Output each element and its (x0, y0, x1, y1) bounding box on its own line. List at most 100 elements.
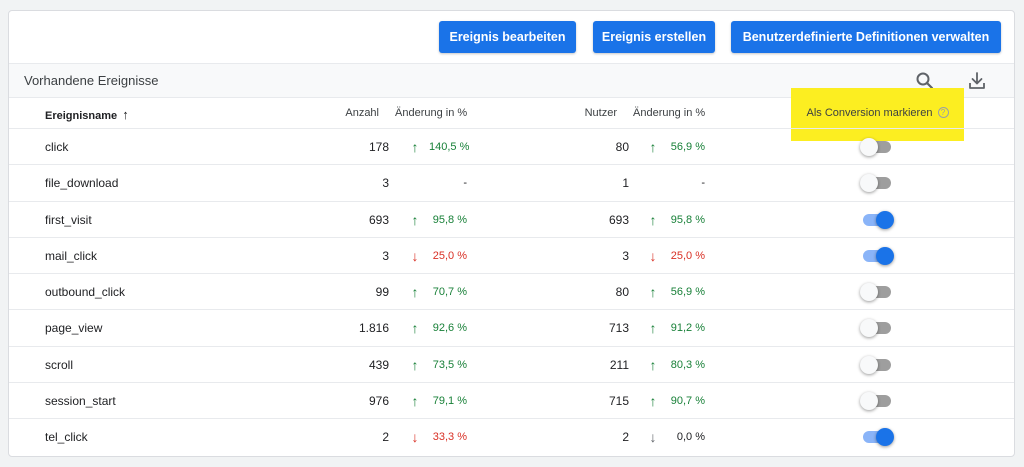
conversion-toggle[interactable] (861, 428, 894, 447)
event-count: 976 (368, 394, 389, 409)
column-header-count[interactable]: Anzahl (345, 107, 379, 119)
event-name: page_view (45, 321, 103, 336)
user-count: 2 (622, 430, 629, 445)
toggle-knob (876, 428, 894, 447)
conversion-toggle[interactable] (860, 283, 891, 302)
conversion-toggle[interactable] (861, 246, 894, 265)
toggle-knob (860, 174, 878, 193)
arrow-up-icon: ↑ (411, 320, 419, 337)
count-change-percent: 33,3 % (432, 431, 467, 444)
user-count: 713 (608, 321, 629, 336)
count-change-percent: - (463, 177, 467, 190)
section-header: Vorhandene Ereignisse (9, 63, 1014, 98)
user-count: 1 (622, 176, 629, 191)
count-change-percent: 79,1 % (432, 395, 467, 408)
user-change-percent: 56,9 % (670, 286, 705, 299)
table-row: outbound_click 99 ↑ 70,7 % 80 ↑ 56,9 % (9, 274, 1014, 311)
event-count: 2 (382, 430, 389, 445)
table-row: first_visit 693 ↑ 95,8 % 693 ↑ 95,8 % (9, 202, 1014, 238)
user-change-percent: 91,2 % (670, 322, 705, 335)
arrow-down-icon: ↓ (411, 429, 419, 446)
arrow-up-icon: ↑ (411, 393, 419, 410)
toggle-knob (860, 319, 878, 338)
edit-event-button[interactable]: Ereignis bearbeiten (439, 21, 576, 53)
arrow-up-icon: ↑ (411, 284, 419, 301)
user-change-percent: - (701, 177, 705, 190)
count-change-percent: 140,5 % (429, 141, 470, 153)
event-count: 693 (368, 212, 389, 227)
table-row: page_view 1.816 ↑ 92,6 % 713 ↑ 91,2 % (9, 310, 1014, 347)
toggle-knob (860, 138, 878, 156)
column-header-count-change[interactable]: Änderung in % (395, 107, 468, 119)
user-change-percent: 95,8 % (670, 213, 705, 226)
arrow-up-icon: ↑ (649, 393, 657, 410)
conversion-toggle[interactable] (860, 392, 891, 411)
user-change-percent: 56,9 % (670, 141, 705, 153)
section-title: Vorhandene Ereignisse (24, 73, 159, 88)
event-count: 3 (382, 248, 389, 263)
count-change-percent: 92,6 % (432, 322, 467, 335)
table-row: scroll 439 ↑ 73,5 % 211 ↑ 80,3 % (9, 347, 1014, 384)
count-change-percent: 25,0 % (432, 249, 467, 262)
count-change-percent: 70,7 % (432, 286, 467, 299)
arrow-down-icon: ↓ (411, 247, 419, 264)
events-table-body: click 178 ↑ 140,5 % 80 ↑ 56,9 % file_download 3 -… (9, 129, 1014, 456)
event-count: 3 (382, 176, 389, 191)
arrow-up-icon: ↑ (411, 139, 419, 155)
header-divider (9, 128, 1014, 129)
search-icon[interactable] (913, 69, 937, 93)
event-count: 1.816 (358, 321, 389, 336)
events-card: Ereignis bearbeiten Ereignis erstellen B… (8, 10, 1015, 457)
table-row: click 178 ↑ 140,5 % 80 ↑ 56,9 % (9, 129, 1014, 166)
user-count: 3 (622, 248, 629, 263)
arrow-up-icon: ↑ (649, 320, 657, 337)
event-name: outbound_click (45, 285, 126, 300)
conversion-toggle[interactable] (860, 355, 891, 374)
create-event-button[interactable]: Ereignis erstellen (593, 21, 715, 53)
toggle-knob (860, 392, 878, 411)
download-icon[interactable] (965, 69, 989, 93)
event-name: file_download (45, 176, 119, 191)
column-header-users[interactable]: Nutzer (584, 107, 617, 119)
user-count: 211 (609, 357, 629, 372)
column-header-mark-as-conversion: Als Conversion markieren ? (791, 107, 964, 119)
arrow-up-icon: ↑ (649, 211, 657, 228)
conversion-toggle[interactable] (860, 319, 891, 338)
toggle-knob (860, 355, 878, 374)
arrow-up-icon: ↑ (411, 211, 419, 228)
arrow-up-icon: ↑ (649, 139, 657, 155)
user-change-percent: 0,0 % (676, 431, 705, 444)
conversion-toggle[interactable] (860, 174, 891, 193)
user-count: 80 (615, 140, 629, 154)
event-count: 439 (368, 357, 389, 372)
toggle-knob (876, 246, 894, 265)
user-count: 715 (608, 394, 629, 409)
toggle-knob (876, 210, 894, 229)
table-row: tel_click 2 ↓ 33,3 % 2 ↓ 0,0 % (9, 419, 1014, 455)
conversion-header-label: Als Conversion markieren (806, 107, 933, 119)
column-header-event-name[interactable]: Ereignisname ↑ (45, 107, 129, 122)
user-change-percent: 90,7 % (670, 395, 705, 408)
user-change-percent: 25,0 % (670, 249, 705, 262)
event-name: mail_click (45, 248, 98, 263)
event-count: 178 (368, 140, 389, 154)
column-header-users-change[interactable]: Änderung in % (633, 107, 706, 119)
table-row: file_download 3 - 1 - (9, 165, 1014, 202)
event-name: first_visit (45, 212, 92, 227)
arrow-up-icon: ↑ (411, 356, 419, 373)
count-change-percent: 95,8 % (432, 213, 467, 226)
help-icon[interactable]: ? (937, 107, 949, 118)
arrow-down-icon: ↓ (649, 429, 657, 446)
conversion-toggle[interactable] (861, 210, 894, 229)
arrow-down-icon: ↓ (649, 247, 657, 264)
conversion-highlight (791, 88, 964, 141)
user-count: 80 (615, 285, 629, 300)
event-name: click (45, 140, 69, 154)
toggle-knob (860, 283, 878, 302)
event-count: 99 (375, 285, 389, 300)
column-header-name-label: Ereignisname (45, 110, 118, 122)
table-row: mail_click 3 ↓ 25,0 % 3 ↓ 25,0 % (9, 238, 1014, 275)
count-change-percent: 73,5 % (432, 358, 467, 371)
conversion-toggle[interactable] (860, 138, 891, 156)
manage-custom-definitions-button[interactable]: Benutzerdefinierte Definitionen verwalte… (731, 21, 1001, 53)
